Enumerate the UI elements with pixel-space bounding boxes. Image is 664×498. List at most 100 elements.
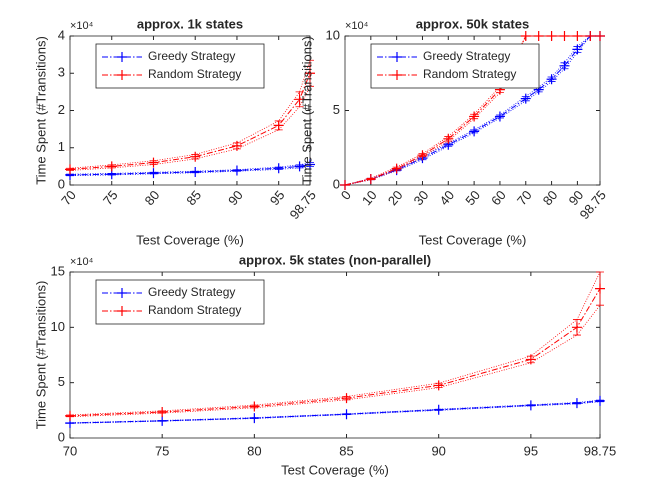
y-tick-label: 4 — [58, 27, 65, 42]
marker — [533, 31, 544, 41]
marker — [546, 74, 557, 85]
series-line — [69, 73, 311, 170]
y-multiplier: ×10⁴ — [345, 20, 369, 32]
x-tick-label: 10 — [359, 187, 380, 208]
marker — [273, 120, 284, 131]
marker — [106, 161, 117, 172]
x-tick-label: 80 — [247, 443, 261, 458]
x-tick-label: 50 — [462, 187, 483, 208]
marker — [559, 31, 570, 41]
chart-title: approx. 50k states — [416, 16, 529, 31]
x-tick-label: 95 — [524, 443, 538, 458]
x-tick-label: 20 — [385, 187, 406, 208]
marker — [340, 180, 350, 190]
marker — [433, 404, 444, 415]
marker — [595, 395, 605, 406]
series-line — [69, 288, 601, 417]
marker — [572, 44, 583, 55]
x-tick-label: 98.75 — [584, 443, 617, 458]
marker — [494, 111, 505, 122]
error-bound — [69, 304, 601, 418]
x-tick-label: 0 — [338, 187, 354, 202]
x-tick-label: 90 — [225, 187, 246, 208]
marker — [469, 111, 480, 122]
marker — [417, 150, 428, 161]
marker — [65, 164, 75, 175]
x-tick-label: 80 — [142, 187, 163, 208]
y-tick-label: 0 — [333, 176, 340, 191]
y-tick-label: 5 — [333, 102, 340, 117]
x-tick-label: 85 — [339, 443, 353, 458]
x-tick-label: 75 — [155, 443, 169, 458]
y-tick-label: 0 — [58, 429, 65, 444]
marker — [571, 322, 582, 333]
marker — [231, 165, 242, 176]
marker — [294, 161, 305, 172]
marker — [469, 126, 480, 137]
marker — [546, 31, 557, 41]
y-tick-label: 10 — [326, 27, 340, 42]
y-multiplier: ×10⁴ — [70, 20, 94, 32]
x-axis-label: Test Coverage (%) — [136, 232, 244, 247]
series-line — [69, 164, 311, 176]
marker — [520, 93, 531, 104]
marker — [433, 380, 444, 391]
error-bound — [69, 86, 311, 171]
chart-title: approx. 5k states (non-parallel) — [239, 252, 431, 267]
marker — [305, 159, 315, 170]
legend-box — [370, 43, 540, 89]
x-tick-label: 60 — [488, 187, 509, 208]
marker — [148, 168, 159, 179]
x-tick-label: 30 — [411, 187, 432, 208]
marker — [157, 406, 168, 417]
marker — [595, 31, 605, 41]
marker — [249, 413, 260, 424]
marker — [249, 401, 260, 412]
legend-marker — [392, 52, 402, 62]
x-axis-label: Test Coverage (%) — [419, 232, 527, 247]
y-tick-label: 15 — [51, 263, 65, 278]
marker — [341, 393, 352, 404]
x-tick-label: 70 — [514, 187, 535, 208]
legend-marker — [117, 70, 127, 80]
series-line — [69, 400, 601, 424]
legend-box — [95, 43, 265, 89]
x-tick-label: 90 — [431, 443, 445, 458]
legend-marker — [392, 70, 402, 80]
legend-label: Random Strategy — [148, 303, 241, 317]
marker — [294, 94, 305, 105]
y-tick-label: 1 — [58, 139, 65, 154]
x-tick-label: 98.75 — [577, 187, 609, 222]
marker — [443, 133, 454, 144]
x-tick-label: 75 — [100, 187, 121, 208]
y-tick-label: 10 — [51, 319, 65, 334]
y-axis-label: Time Spent (#Transitions) — [33, 281, 48, 430]
marker — [520, 31, 531, 41]
marker — [571, 398, 582, 409]
marker — [305, 68, 315, 79]
legend-label: Greedy Strategy — [148, 49, 235, 63]
y-multiplier: ×10⁴ — [70, 256, 94, 268]
chart-title: approx. 1k states — [137, 16, 243, 31]
marker — [190, 166, 201, 177]
legend-label: Greedy Strategy — [423, 49, 510, 63]
legend-marker — [117, 52, 127, 62]
marker — [190, 151, 201, 162]
x-axis-label: Test Coverage (%) — [281, 462, 389, 477]
marker — [65, 410, 75, 421]
marker — [559, 60, 570, 71]
y-tick-label: 5 — [58, 374, 65, 389]
marker — [231, 140, 242, 151]
legend-label: Random Strategy — [148, 67, 241, 81]
marker — [391, 163, 402, 174]
x-tick-label: 40 — [436, 187, 457, 208]
y-axis-label: Time Spent (#Transitions) — [299, 36, 314, 185]
x-tick-label: 70 — [63, 443, 77, 458]
legend-marker — [117, 306, 127, 316]
marker — [157, 415, 168, 426]
marker — [365, 174, 376, 185]
marker — [585, 31, 596, 41]
legend-label: Greedy Strategy — [148, 285, 235, 299]
x-tick-label: 98.75 — [287, 187, 319, 222]
